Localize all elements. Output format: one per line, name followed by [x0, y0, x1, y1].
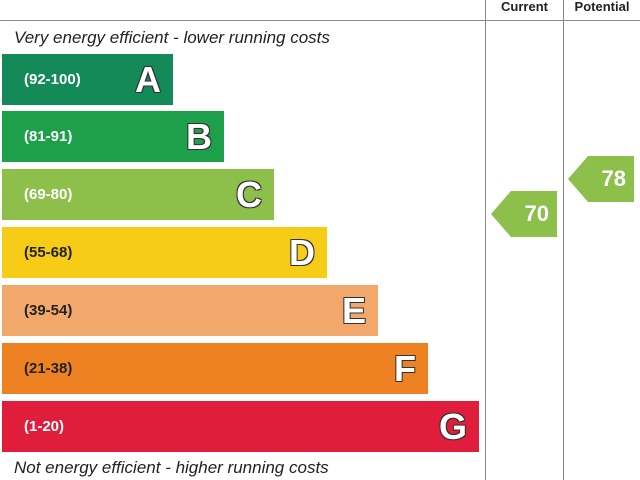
band-d: (55-68) D — [2, 227, 327, 278]
band-c: (69-80) C — [2, 169, 274, 220]
band-b: (81-91) B — [2, 111, 224, 162]
band-a: (92-100) A — [2, 54, 173, 105]
potential-column-header: Potential — [574, 0, 630, 14]
arrow-shape — [568, 156, 634, 202]
bottom-caption: Not energy efficient - higher running co… — [14, 458, 329, 477]
potential-rating-arrow: 78 — [568, 156, 634, 202]
band-range-label: (92-100) — [24, 71, 81, 88]
band-letter-label: D — [289, 232, 315, 273]
band-letter-label: E — [341, 290, 366, 331]
band-range-label: (69-80) — [24, 186, 73, 203]
band-g: (1-20) G — [2, 401, 479, 452]
top-caption: Very energy efficient - lower running co… — [14, 28, 330, 47]
band-range-label: (55-68) — [24, 244, 73, 261]
current-rating-value: 70 — [524, 201, 549, 226]
band-e: (39-54) E — [2, 285, 378, 336]
band-range-label: (81-91) — [24, 128, 73, 145]
band-f: (21-38) F — [2, 343, 428, 394]
arrow-shape — [491, 191, 557, 237]
header-divider — [0, 20, 640, 21]
band-range-label: (1-20) — [24, 418, 65, 435]
band-range-label: (21-38) — [24, 360, 73, 377]
band-letter-label: F — [394, 348, 416, 389]
current-column-header: Current — [501, 0, 548, 14]
band-letter-label: A — [135, 59, 161, 100]
band-range-label: (39-54) — [24, 302, 73, 319]
potential-rating-value: 78 — [601, 166, 626, 191]
current-rating-arrow: 70 — [491, 191, 557, 237]
band-letter-label: G — [438, 406, 467, 447]
band-letter-label: C — [236, 174, 262, 215]
current-column-divider — [485, 0, 486, 480]
potential-column-divider — [563, 0, 564, 480]
band-letter-label: B — [186, 116, 212, 157]
